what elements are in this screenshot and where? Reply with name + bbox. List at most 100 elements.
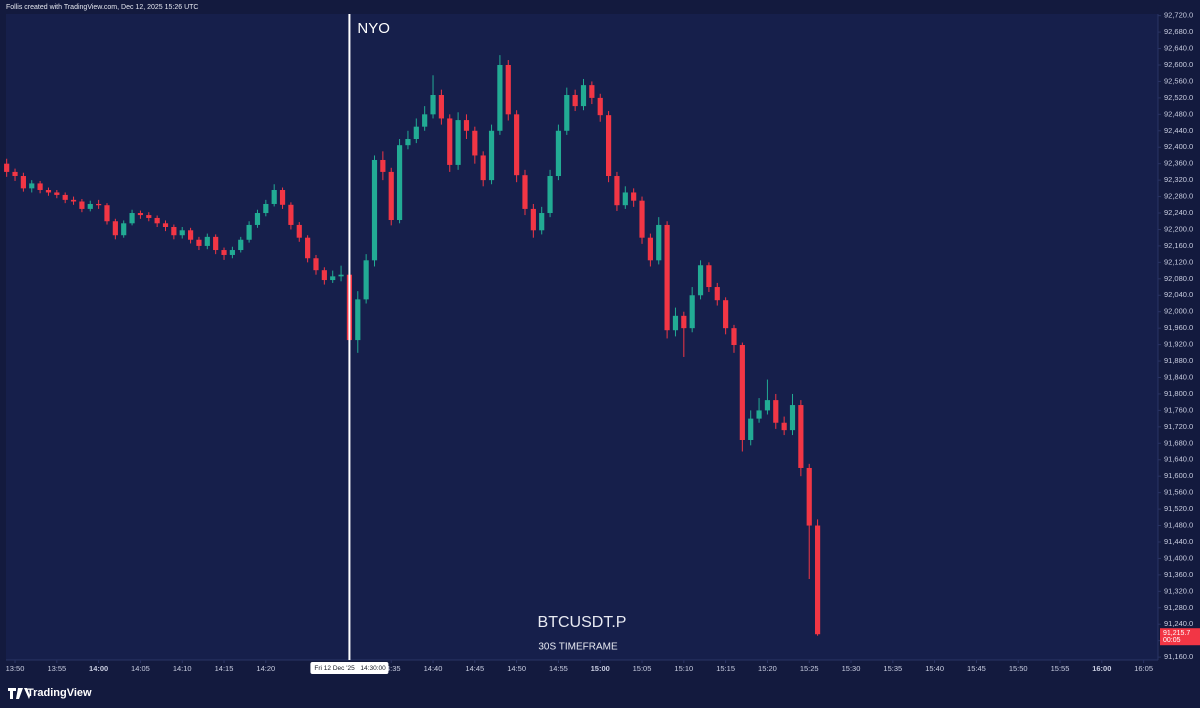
y-tick-label: 92,720.0: [1164, 11, 1193, 20]
x-tick-label: 13:55: [47, 664, 66, 673]
y-tick-label: 92,680.0: [1164, 27, 1193, 36]
candle-body: [597, 97, 603, 116]
candle-body: [229, 250, 235, 255]
x-tick-label: 15:55: [1051, 664, 1070, 673]
candle-body: [330, 276, 336, 281]
candle-body: [631, 192, 637, 201]
candle-body: [422, 114, 428, 127]
candle-body: [12, 171, 18, 177]
candle-body: [45, 189, 52, 193]
y-tick-label: 92,200.0: [1164, 224, 1193, 233]
y-tick-label: 92,120.0: [1164, 257, 1193, 266]
y-tick-label: 92,520.0: [1164, 93, 1193, 102]
y-tick-label: 92,440.0: [1164, 126, 1193, 135]
y-tick-label: 91,320.0: [1164, 586, 1193, 595]
y-tick-label: 91,720.0: [1164, 422, 1193, 431]
candle-body: [338, 274, 344, 277]
symbol-label: BTCUSDT.P: [538, 614, 627, 631]
candle-body: [706, 265, 712, 288]
x-tick-label: 14:20: [256, 664, 275, 673]
y-tick-label: 91,360.0: [1164, 570, 1193, 579]
candle-body: [129, 213, 135, 224]
candle-body: [447, 118, 453, 165]
candle-body: [121, 223, 127, 236]
y-tick-label: 91,400.0: [1164, 553, 1193, 562]
y-tick-label: 91,600.0: [1164, 471, 1193, 480]
candle-body: [413, 126, 419, 140]
x-tick-label: 15:15: [716, 664, 735, 673]
x-tick-label: 15:50: [1009, 664, 1028, 673]
last-price-label: 91,215.7: [1163, 630, 1190, 637]
candle-body: [814, 525, 821, 635]
x-tick-label: 15:10: [674, 664, 693, 673]
candle-body: [547, 176, 553, 214]
candle-body: [263, 203, 269, 214]
candle-body: [62, 194, 68, 200]
candle-body: [246, 224, 252, 240]
candle-body: [773, 400, 779, 423]
time-label-date: Fri 12 Dec '25: [314, 665, 355, 672]
candle-body: [664, 224, 670, 331]
candle-body: [497, 64, 503, 131]
candle-body: [463, 120, 470, 131]
x-tick-label: 15:45: [967, 664, 986, 673]
candle-body: [20, 176, 26, 189]
candle-body: [806, 467, 812, 526]
candle-body: [714, 287, 720, 301]
candle-body: [171, 227, 177, 236]
y-tick-label: 91,880.0: [1164, 356, 1193, 365]
session-label: NYO: [357, 20, 390, 37]
y-tick-label: 91,160.0: [1164, 652, 1193, 661]
candle-body: [689, 295, 695, 329]
candle-body: [697, 265, 704, 296]
x-tick-label: 15:35: [883, 664, 902, 673]
y-tick-label: 91,640.0: [1164, 455, 1193, 464]
candle-body: [656, 224, 662, 261]
x-tick-label: 13:50: [6, 664, 25, 673]
y-tick-label: 92,640.0: [1164, 44, 1193, 53]
x-tick-label: 15:30: [842, 664, 861, 673]
y-tick-label: 91,560.0: [1164, 488, 1193, 497]
y-tick-label: 91,280.0: [1164, 603, 1193, 612]
candle-body: [781, 422, 787, 431]
x-tick-label: 15:25: [800, 664, 819, 673]
candle-body: [605, 115, 612, 177]
x-tick-label: 14:10: [173, 664, 192, 673]
y-tick-label: 92,280.0: [1164, 192, 1193, 201]
candle-body: [380, 159, 386, 172]
y-tick-label: 92,560.0: [1164, 76, 1193, 85]
x-tick-label: 16:00: [1092, 664, 1111, 673]
candle-body: [37, 183, 43, 190]
y-tick-label: 91,480.0: [1164, 521, 1193, 530]
x-tick-label: 16:05: [1134, 664, 1153, 673]
x-tick-label: 14:15: [215, 664, 234, 673]
candle-body: [572, 95, 578, 107]
candle-body: [146, 215, 152, 218]
candle-body: [279, 189, 286, 205]
candle-body: [731, 328, 737, 346]
candle-body: [681, 315, 687, 329]
y-tick-label: 92,160.0: [1164, 241, 1193, 250]
candle-body: [96, 203, 102, 206]
candle-body: [305, 237, 311, 259]
candle-body: [472, 130, 478, 156]
candle-body: [764, 400, 771, 411]
logo-text: TradingView: [27, 687, 92, 699]
y-tick-label: 92,240.0: [1164, 208, 1193, 217]
candle-body: [580, 85, 587, 107]
candle-body: [564, 95, 570, 131]
candle-body: [739, 345, 745, 441]
candle-body: [430, 95, 436, 115]
candle-body: [438, 95, 444, 119]
candle-body: [196, 239, 202, 246]
x-tick-label: 15:00: [591, 664, 610, 673]
y-tick-label: 91,520.0: [1164, 504, 1193, 513]
candle-body: [371, 159, 378, 261]
x-tick-label: 14:50: [507, 664, 526, 673]
candle-body: [204, 236, 210, 246]
candle-body: [271, 189, 277, 204]
y-tick-label: 92,400.0: [1164, 142, 1193, 151]
candle-body: [154, 217, 160, 224]
